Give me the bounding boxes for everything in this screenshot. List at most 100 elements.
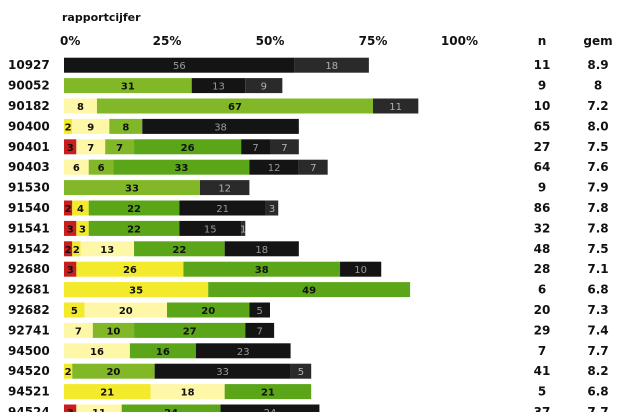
gem-value: 6.8 [587,385,608,399]
bar-data-label: 7 [116,143,123,154]
bar-row: 94524 3 11 24 24 37 7.7 [8,404,609,412]
bar-row: 92680 3 26 38 10 28 7.1 [8,261,609,277]
bar-data-label: 22 [172,245,186,256]
bar-data-label: 27 [183,326,197,337]
bar-segment [245,78,283,94]
category-label: 92682 [8,303,50,317]
bar-segment [298,159,328,175]
bar-data-label: 7 [281,143,287,154]
bar-segment [208,282,411,298]
bar-segment [88,159,114,175]
category-label: 94524 [8,405,50,412]
x-tick-label: 25% [153,34,182,48]
bar-data-label: 8 [77,102,84,113]
bar-row: 91540 2 4 22 21 3 86 7.8 [8,200,609,216]
bar-data-label: 35 [129,286,143,297]
bar-segment [294,57,369,73]
bar-segment [64,261,77,277]
bar-segment [84,302,167,318]
gem-value: 7.5 [587,242,608,256]
bar-data-label: 21 [261,388,275,399]
bar-segment [167,302,250,318]
n-value: 37 [534,405,551,412]
bar-row: 92681 35 49 6 6.8 [8,282,609,298]
bar-data-label: 12 [268,163,281,174]
bar-data-label: 1 [240,224,246,235]
category-label: 90182 [8,99,50,113]
bar-data-label: 3 [67,224,74,235]
bar-segment [64,159,89,175]
category-label: 92741 [8,323,50,337]
bar-data-label: 20 [119,306,133,317]
n-value: 65 [534,119,551,133]
bar-segment [64,180,200,196]
bar-segment [245,322,275,338]
bar-data-label: 2 [73,245,80,256]
n-value: 27 [534,140,551,154]
bar-segment [270,139,299,155]
bar-row: 90403 6 6 33 12 7 64 7.6 [8,159,609,175]
bar-segment [241,139,270,155]
n-value: 64 [534,160,551,174]
bar-data-label: 24 [264,408,277,412]
category-label: 91530 [8,181,50,195]
bar-segment [64,200,73,216]
bar-data-label: 9 [87,122,94,133]
gem-value: 8 [594,79,602,93]
chart-title: rapportcijfer [62,11,141,24]
bar-row: 94521 21 18 21 5 6.8 [8,384,609,400]
bar-data-label: 2 [65,204,72,215]
n-value: 5 [538,385,546,399]
bar-segment [134,139,242,155]
bar-data-label: 67 [228,102,242,113]
x-tick-label: 50% [256,34,285,48]
gem-value: 7.7 [587,344,608,358]
bar-segment [224,241,299,257]
bar-data-label: 2 [65,122,72,133]
x-tick-label: 75% [359,34,388,48]
bar-segment [142,118,299,134]
bar-row: 94500 16 16 23 7 7.7 [8,343,609,359]
bar-data-label: 7 [252,143,258,154]
x-axis-ticks: 0% 25% 50% 75% 100% [60,34,478,48]
bar-row: 92741 7 10 27 7 29 7.4 [8,322,609,338]
gem-value: 7.8 [587,201,608,215]
gem-value: 7.2 [587,99,608,113]
n-value: 41 [534,364,551,378]
n-value: 20 [534,303,551,317]
bar-segment [72,241,81,257]
bar-segment [241,220,246,236]
bar-segment [76,220,89,236]
bar-data-label: 11 [389,102,402,113]
gem-value: 7.1 [587,262,608,276]
bar-data-label: 11 [92,408,106,412]
bar-segment [64,139,77,155]
n-value: 32 [534,221,551,235]
bar-segment [249,302,270,318]
category-label: 90400 [8,119,50,133]
bar-segment [64,98,97,114]
bar-segment [64,241,73,257]
bar-data-label: 21 [100,388,114,399]
bar-segment [134,322,246,338]
bar-data-label: 22 [127,224,141,235]
bar-segment [76,261,184,277]
bar-segment [121,404,221,412]
category-label: 92680 [8,262,50,276]
gem-column-header: gem [583,34,612,48]
bar-data-label: 15 [204,224,217,235]
bar-data-label: 7 [87,143,94,154]
bar-data-label: 5 [71,306,78,317]
bar-data-label: 3 [67,408,74,412]
bar-data-label: 8 [122,122,129,133]
bar-segment [109,118,143,134]
bar-data-label: 2 [65,367,72,378]
bar-segment [64,384,151,400]
category-label: 92681 [8,283,50,297]
bar-segment [154,363,291,379]
bar-data-label: 3 [79,224,86,235]
bar-segment [88,200,180,216]
bar-segment [64,282,209,298]
n-value: 48 [534,242,551,256]
